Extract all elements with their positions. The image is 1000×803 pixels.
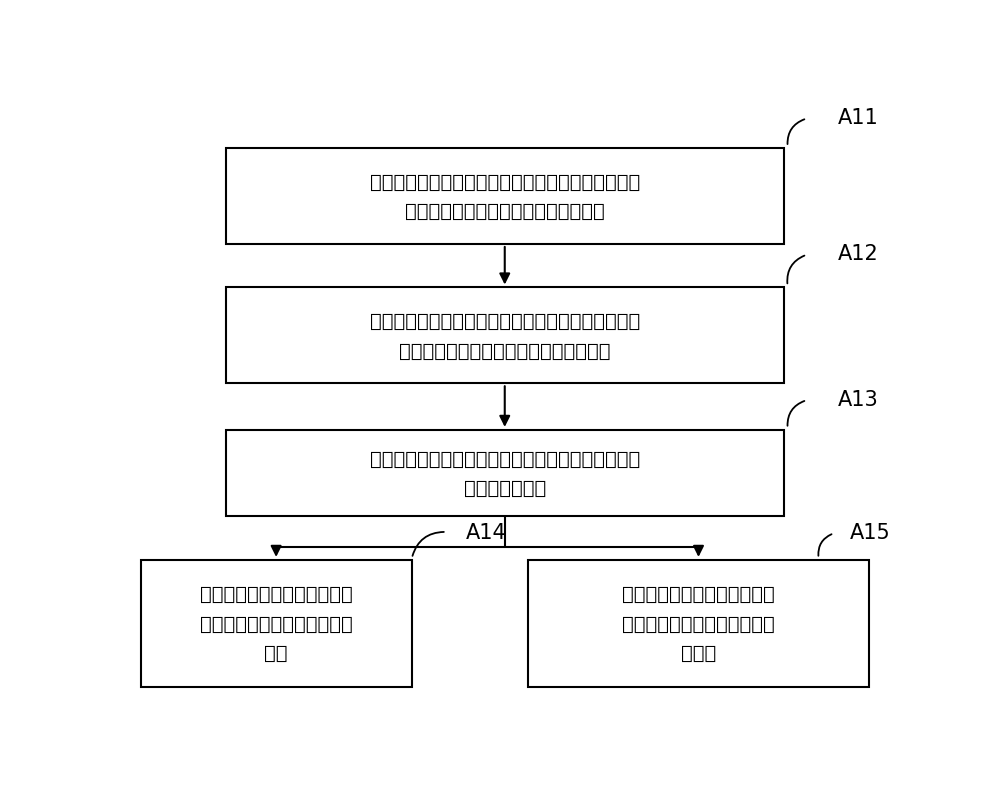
FancyBboxPatch shape — [140, 560, 412, 687]
FancyBboxPatch shape — [226, 288, 784, 384]
Text: A12: A12 — [838, 244, 879, 264]
Text: 采集胎儿的多普勒频移信号，从所述多普勒频移信号
解析出与胎心率相关的第一频次的信号: 采集胎儿的多普勒频移信号，从所述多普勒频移信号 解析出与胎心率相关的第一频次的信… — [370, 173, 640, 221]
Text: 在所述比较结果属于所述预设
范围时，滤除所述第一频次的
信号: 在所述比较结果属于所述预设 范围时，滤除所述第一频次的 信号 — [200, 585, 352, 662]
Text: 采集孕妇的人体生理信号，从所述人体生理信号中解
析出与孕妇的心率相关的第二频次的信号: 采集孕妇的人体生理信号，从所述人体生理信号中解 析出与孕妇的心率相关的第二频次的… — [370, 312, 640, 361]
FancyBboxPatch shape — [528, 560, 869, 687]
Text: A14: A14 — [466, 522, 507, 542]
Text: A13: A13 — [838, 389, 879, 410]
Text: 将所述第一频次的信号与所述第二频次的信号作比较
并得到比较结果: 将所述第一频次的信号与所述第二频次的信号作比较 并得到比较结果 — [370, 450, 640, 498]
Text: A11: A11 — [838, 108, 879, 128]
Text: A15: A15 — [850, 522, 890, 542]
FancyBboxPatch shape — [226, 149, 784, 245]
Text: 在所述比较结果不属于所述预
设范围时，输出所述第一频次
的信号: 在所述比较结果不属于所述预 设范围时，输出所述第一频次 的信号 — [622, 585, 775, 662]
FancyBboxPatch shape — [226, 430, 784, 517]
